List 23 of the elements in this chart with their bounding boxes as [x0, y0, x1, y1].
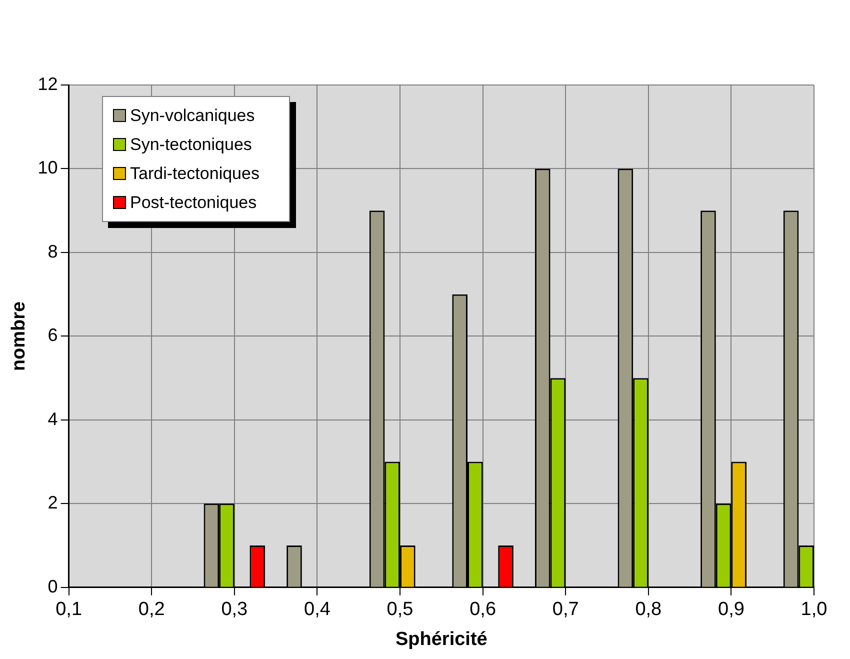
legend-label: Syn-volcaniques — [130, 106, 255, 126]
x-tick-label: 0,6 — [470, 599, 496, 620]
legend-label: Post-tectoniques — [130, 192, 257, 212]
x-tick-label: 0,4 — [304, 599, 331, 620]
x-tick-label: 1,0 — [800, 599, 828, 620]
y-tick-label: 0 — [48, 576, 58, 596]
y-tick-label: 8 — [48, 241, 58, 262]
y-tick-label: 12 — [38, 74, 58, 94]
legend-label: Tardi-tectoniques — [130, 164, 260, 184]
y-tick-label: 4 — [48, 408, 58, 429]
x-tick-label: 0,1 — [56, 599, 82, 620]
x-tick-label: 0,3 — [221, 599, 248, 620]
y-tick-label: 10 — [38, 158, 58, 178]
x-tick-label: 0,2 — [138, 599, 165, 620]
x-tick-label: 0,9 — [718, 599, 744, 620]
x-tick-label: 0,8 — [635, 599, 662, 620]
y-tick-label: 6 — [48, 325, 58, 346]
legend-label: Syn-tectoniques — [130, 134, 252, 154]
x-tick-label: 0,7 — [552, 599, 579, 620]
y-tick-label: 2 — [48, 492, 58, 513]
x-tick-label: 0,5 — [386, 599, 414, 620]
x-axis-title: Sphéricité — [395, 628, 488, 650]
y-axis-title: nombre — [8, 301, 30, 372]
